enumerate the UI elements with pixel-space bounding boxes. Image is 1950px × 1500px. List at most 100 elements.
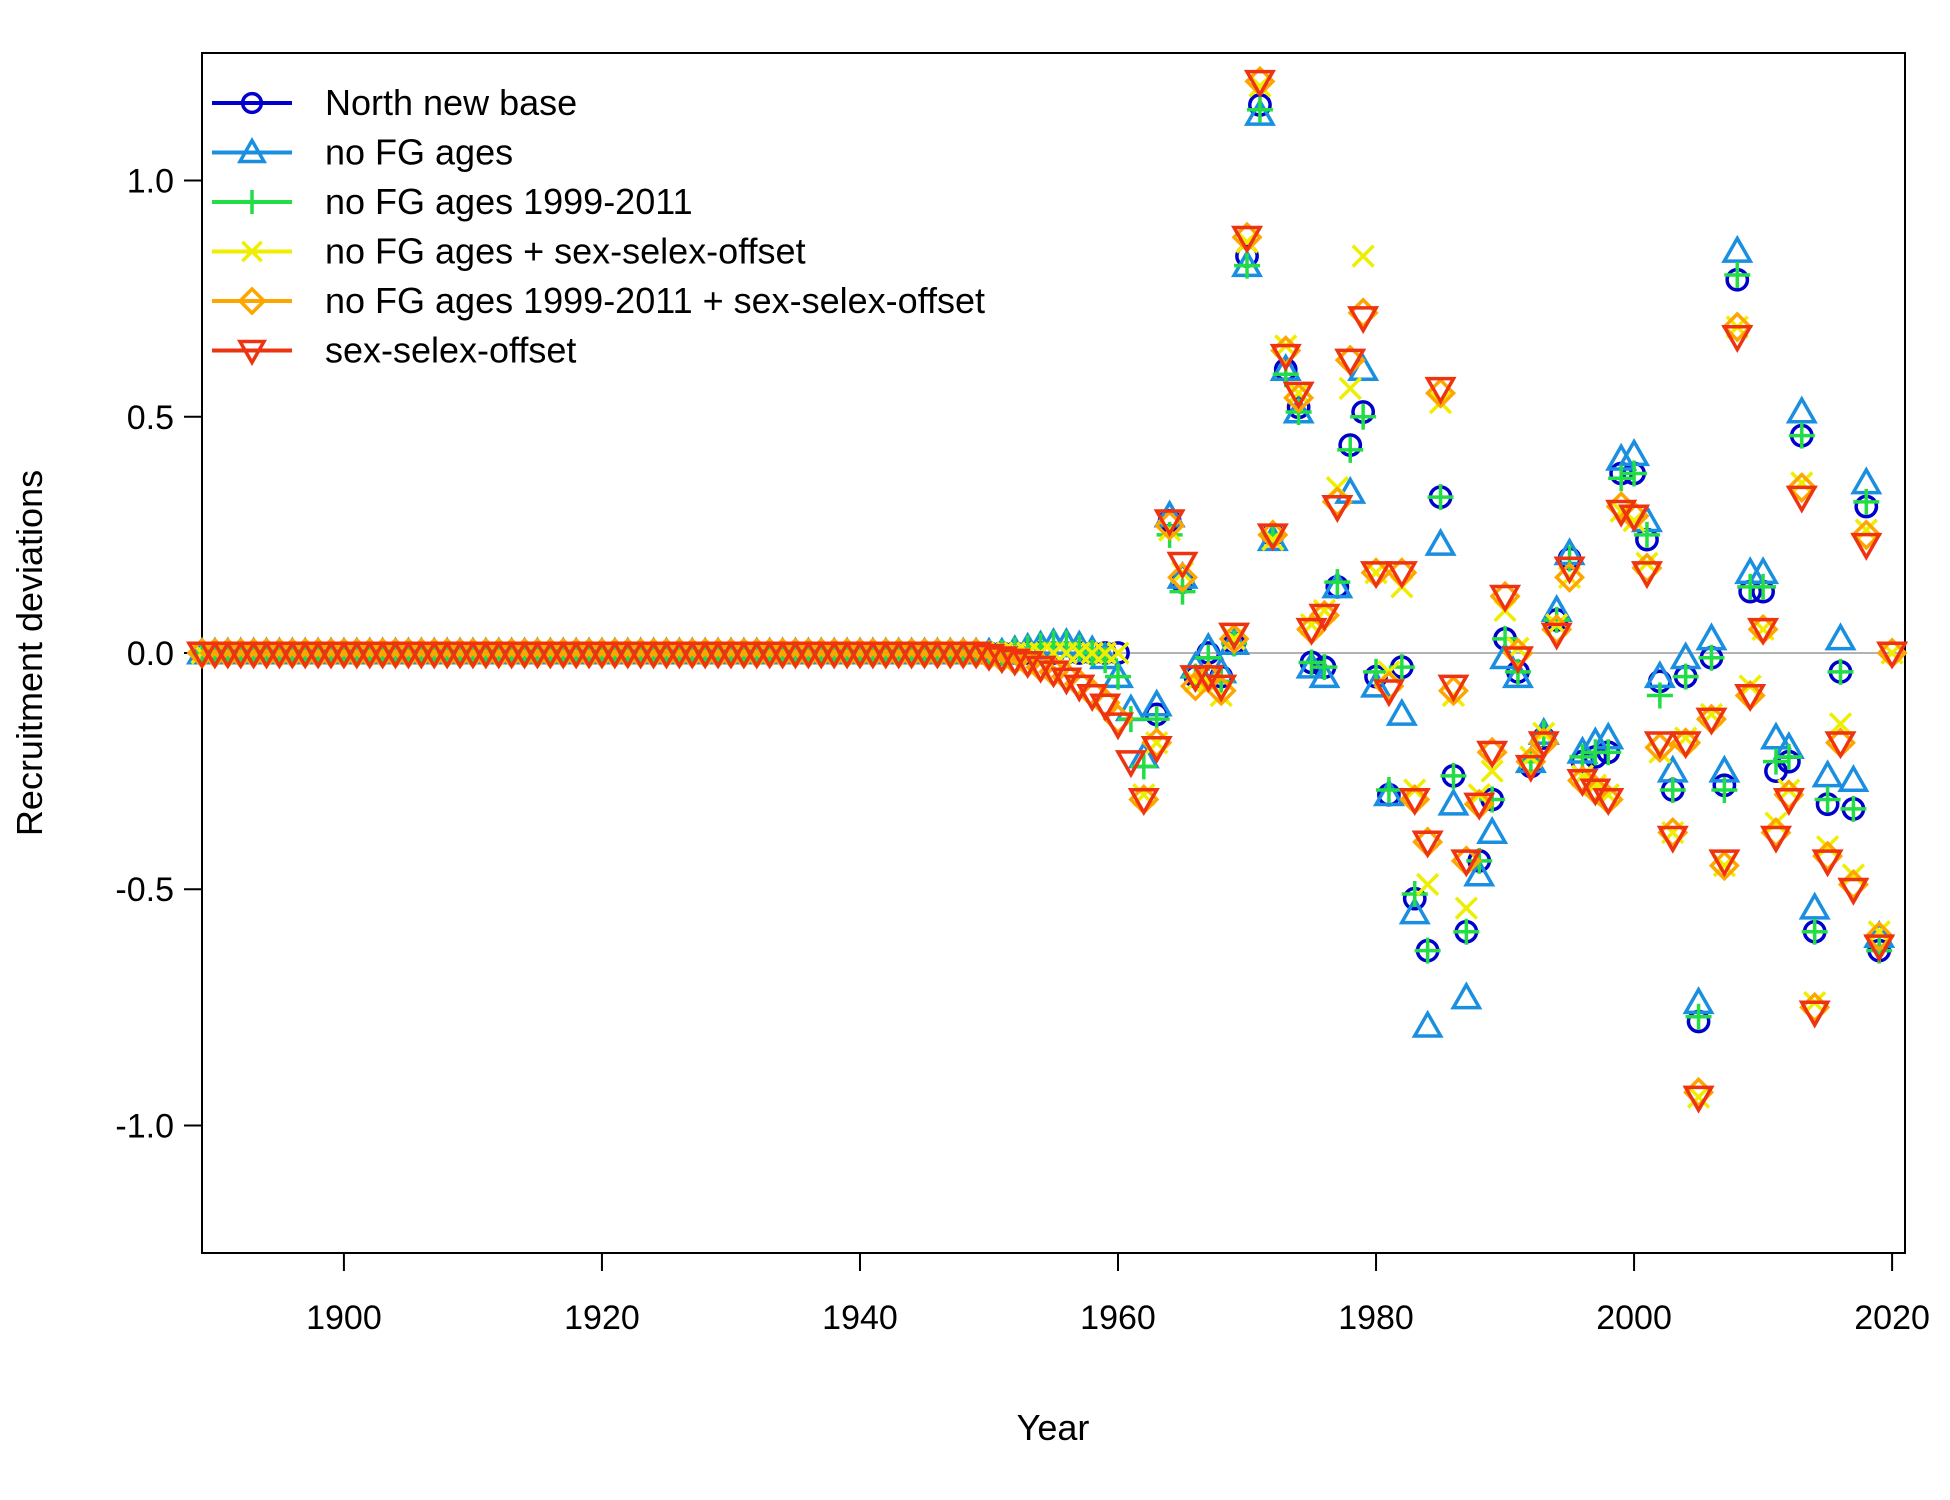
y-tick-label: -0.5	[115, 871, 174, 909]
data-point	[1050, 667, 1083, 696]
data-point	[1256, 523, 1289, 552]
data-point	[1101, 712, 1135, 741]
x-tick-label: 1940	[822, 1299, 898, 1337]
data-point	[1480, 759, 1504, 783]
y-axis: -1.0 -0.5 0.0 0.5 1.0	[115, 163, 203, 1145]
data-point	[1234, 252, 1261, 279]
legend-label: no FG ages + sex-selex-offset	[325, 231, 806, 272]
data-point	[1543, 606, 1570, 633]
data-point	[1334, 348, 1367, 377]
data-point	[1811, 849, 1844, 878]
data-point	[1063, 674, 1096, 703]
data-point	[1476, 740, 1509, 769]
data-point	[1659, 777, 1686, 804]
data-point	[1824, 731, 1857, 760]
data-point	[1295, 617, 1328, 646]
x-axis-label: Year	[1017, 1407, 1090, 1448]
data-point	[1411, 830, 1444, 859]
legend-marker	[236, 339, 268, 367]
data-point	[1243, 69, 1276, 98]
data-point	[1669, 731, 1702, 760]
data-point	[1618, 504, 1651, 533]
data-point	[1127, 787, 1160, 816]
data-point	[1721, 234, 1754, 263]
legend-marker	[241, 240, 263, 263]
data-point	[1311, 654, 1338, 681]
data-point	[1656, 825, 1689, 854]
data-point	[1824, 622, 1857, 651]
data-point	[1867, 920, 1891, 944]
data-point	[1772, 787, 1805, 816]
data-point	[1672, 663, 1699, 690]
data-point	[1351, 244, 1375, 268]
data-point	[1837, 764, 1870, 793]
data-point	[1686, 1085, 1711, 1109]
data-point	[1416, 872, 1440, 897]
legend-marker	[237, 286, 267, 316]
data-point	[1579, 778, 1612, 807]
data-point	[1231, 225, 1264, 254]
data-point	[1424, 376, 1457, 405]
data-point	[1372, 679, 1405, 708]
x-tick-label: 1980	[1338, 1299, 1414, 1337]
data-point	[1775, 743, 1802, 770]
data-point	[1437, 787, 1470, 816]
data-point	[1592, 787, 1625, 816]
data-point	[1347, 306, 1380, 335]
x-tick-label: 1920	[564, 1299, 640, 1337]
data-point	[1798, 891, 1831, 920]
y-tick-label: 0.5	[127, 399, 174, 437]
data-point	[1759, 825, 1793, 854]
data-point	[1815, 835, 1840, 859]
data-point	[1540, 622, 1573, 651]
data-point	[1840, 795, 1867, 822]
data-point	[1385, 561, 1418, 590]
data-point	[1450, 849, 1483, 878]
data-point	[1827, 658, 1854, 685]
x-tick-label: 1960	[1080, 1299, 1156, 1337]
data-point	[1630, 561, 1663, 590]
legend-label: no FG ages 1999-2011 + sex-selex-offset	[325, 280, 985, 321]
data-point	[1837, 877, 1870, 906]
series-sex-selex-offset	[185, 69, 1909, 1114]
data-point	[1566, 769, 1599, 798]
data-point	[1166, 551, 1199, 580]
data-point	[1814, 786, 1841, 813]
data-point	[1324, 569, 1351, 596]
data-point	[1876, 641, 1909, 670]
data-point	[1218, 622, 1251, 651]
data-point	[1708, 849, 1741, 878]
data-point	[1747, 617, 1780, 646]
data-point	[1841, 863, 1866, 887]
data-point	[1476, 816, 1509, 845]
data-point	[1685, 1003, 1712, 1030]
data-point	[1646, 682, 1673, 709]
data-point	[1608, 465, 1635, 492]
data-point	[1140, 735, 1173, 765]
data-point	[1454, 896, 1478, 920]
data-point	[1360, 669, 1393, 698]
data-point	[1308, 603, 1341, 632]
data-point	[1286, 381, 1311, 405]
data-point	[1759, 721, 1793, 750]
data-point	[1554, 561, 1586, 593]
data-point	[1643, 731, 1676, 760]
data-point	[1246, 96, 1273, 123]
data-point	[1153, 509, 1186, 538]
legend-label: North new base	[325, 82, 577, 123]
data-point	[1269, 343, 1302, 372]
legend-marker	[236, 136, 268, 164]
data-point	[1750, 573, 1777, 600]
data-point	[1682, 1085, 1715, 1114]
data-point	[1762, 748, 1789, 775]
data-point	[1114, 750, 1147, 779]
data-point	[1337, 436, 1364, 463]
data-point	[1375, 777, 1402, 804]
data-point	[1205, 674, 1238, 703]
data-point	[1298, 649, 1325, 676]
data-point	[1411, 1009, 1444, 1038]
data-point	[1514, 754, 1547, 783]
data-point	[1605, 499, 1638, 528]
data-point	[1453, 918, 1480, 945]
data-point	[1798, 1000, 1831, 1029]
